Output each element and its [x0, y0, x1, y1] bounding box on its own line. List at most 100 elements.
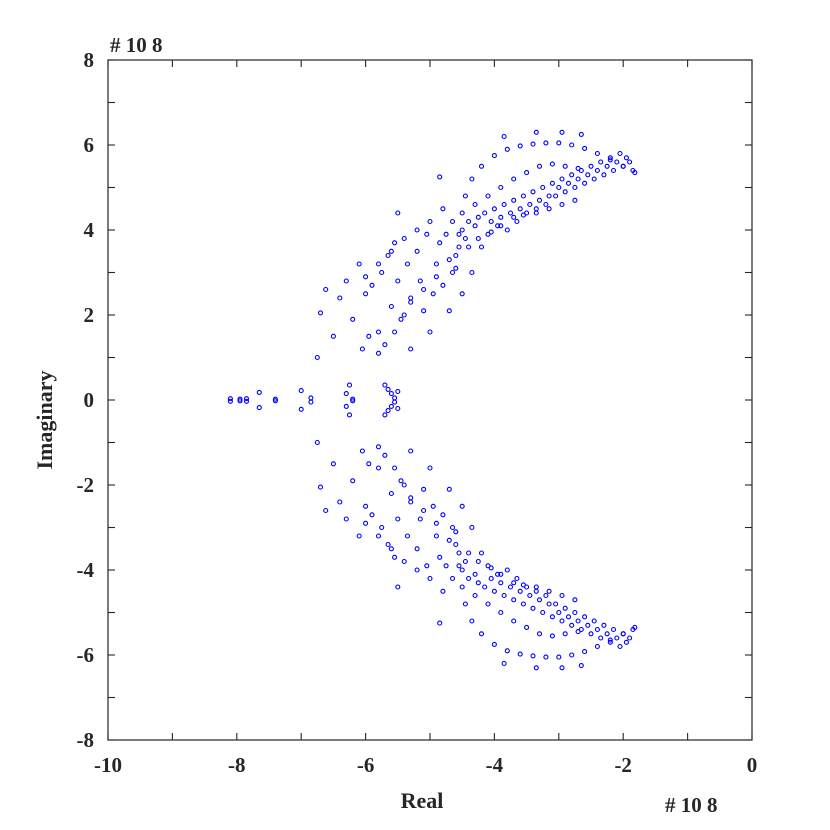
data-point	[388, 490, 394, 497]
data-point	[530, 653, 536, 659]
data-point	[375, 350, 382, 356]
data-point	[472, 592, 478, 599]
data-point	[478, 631, 485, 637]
data-point	[578, 131, 584, 137]
data-point	[375, 533, 382, 539]
data-point	[440, 282, 446, 288]
data-point	[443, 563, 449, 569]
data-point	[443, 231, 449, 237]
data-point	[472, 201, 478, 208]
data-point	[620, 163, 626, 169]
data-point	[511, 618, 517, 624]
data-point	[424, 563, 430, 569]
data-point	[575, 176, 581, 182]
data-point	[511, 580, 517, 586]
data-point	[446, 537, 452, 543]
y-tick-label: -8	[77, 728, 95, 752]
data-point	[437, 174, 443, 180]
data-point	[330, 333, 336, 339]
data-point	[543, 654, 549, 660]
data-point	[491, 206, 497, 212]
data-point	[520, 212, 526, 218]
data-point	[446, 486, 452, 492]
data-point	[585, 622, 591, 628]
data-point	[517, 651, 523, 657]
data-point	[507, 210, 514, 216]
data-point	[533, 584, 539, 590]
data-point	[610, 626, 617, 633]
data-point	[459, 291, 465, 297]
data-point	[404, 261, 411, 267]
data-point	[478, 163, 485, 169]
data-point	[536, 631, 543, 637]
data-point	[408, 448, 414, 454]
data-point	[607, 157, 613, 163]
data-point	[610, 167, 617, 174]
data-point	[620, 631, 626, 637]
data-point	[556, 184, 562, 191]
data-point	[395, 278, 401, 284]
data-point	[588, 631, 594, 637]
data-point	[556, 654, 562, 660]
data-point	[549, 161, 555, 167]
data-point	[614, 635, 620, 641]
x-tick-label: -2	[614, 753, 632, 777]
data-point	[469, 618, 475, 624]
data-point	[369, 512, 375, 518]
scatter-points	[227, 129, 638, 671]
data-point	[572, 184, 578, 191]
data-point	[227, 396, 233, 402]
data-point	[559, 176, 565, 182]
data-point	[392, 399, 398, 405]
data-point	[559, 129, 565, 135]
data-point	[507, 584, 514, 590]
data-point	[549, 633, 555, 639]
data-point	[488, 229, 494, 235]
data-point	[533, 210, 539, 216]
data-point	[337, 499, 343, 505]
y-tick-label: 4	[84, 218, 95, 242]
data-point	[375, 465, 382, 471]
data-point	[533, 129, 539, 135]
data-point	[553, 601, 559, 607]
data-point	[562, 631, 568, 637]
data-point	[343, 516, 349, 522]
data-point	[491, 588, 497, 594]
data-point	[482, 210, 488, 216]
data-point	[382, 412, 388, 418]
data-point	[504, 648, 510, 654]
data-point	[607, 639, 613, 645]
data-point	[546, 588, 552, 594]
data-point	[256, 405, 262, 411]
data-point	[366, 461, 372, 467]
data-point	[569, 172, 575, 178]
data-point	[433, 274, 439, 280]
data-point	[530, 605, 536, 611]
data-point	[446, 257, 452, 263]
data-point	[598, 635, 604, 641]
data-point	[421, 486, 427, 492]
data-point	[385, 408, 391, 414]
data-point	[601, 172, 607, 178]
data-point	[546, 193, 552, 199]
data-point	[536, 597, 543, 603]
data-point	[498, 223, 504, 229]
data-point	[408, 495, 414, 501]
x-axis-label: Real	[401, 788, 444, 813]
data-point	[559, 592, 565, 599]
data-point	[478, 550, 485, 556]
data-point	[346, 382, 353, 388]
data-point	[453, 265, 459, 271]
data-point	[343, 403, 349, 409]
data-point	[388, 248, 394, 254]
data-point	[392, 465, 398, 471]
data-point	[501, 201, 507, 208]
data-point	[498, 571, 504, 577]
data-point	[392, 329, 398, 335]
data-point	[363, 274, 369, 280]
data-point	[482, 584, 488, 590]
data-point	[582, 180, 588, 186]
data-point	[501, 133, 507, 140]
data-point	[453, 529, 459, 535]
